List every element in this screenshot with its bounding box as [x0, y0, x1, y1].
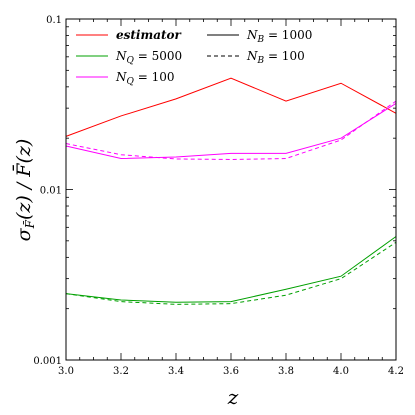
y-axis-label: σF̄(z) / F̄(z) — [12, 139, 37, 242]
legend-item-0: estimator — [76, 28, 183, 42]
legend-label: estimator — [116, 28, 183, 42]
legend-label: NB = 100 — [246, 49, 305, 66]
x-tick-label: 3.2 — [113, 366, 129, 377]
x-tick-label: 4.0 — [333, 366, 349, 377]
legend-label: NB = 1000 — [246, 28, 312, 45]
x-tick-label: 3.6 — [223, 366, 239, 377]
x-tick-label: 4.2 — [388, 366, 404, 377]
plot-lines — [65, 77, 397, 305]
x-tick-label: 3.8 — [278, 366, 294, 377]
legend-item-3: NB = 1000 — [207, 28, 312, 45]
series-line-0 — [65, 77, 397, 137]
svg-text:σF̄(z) / F̄(z): σF̄(z) / F̄(z) — [12, 139, 37, 242]
series-line-2 — [65, 100, 397, 160]
legend-item-4: NB = 100 — [207, 49, 305, 66]
axes: 3.0 3.2 3.4 3.6 3.8 4.0 4.2 0.001 0.01 0.1 — [33, 15, 404, 377]
y-tick-label: 0.001 — [33, 356, 62, 367]
series-line-3 — [65, 236, 397, 303]
y-tick-label: 0.1 — [46, 15, 62, 26]
x-tick-label: 3.0 — [58, 366, 74, 377]
series-line-1 — [65, 102, 397, 160]
x-axis-label: z — [227, 385, 239, 409]
x-tick-label: 3.4 — [168, 366, 184, 377]
y-tick-label: 0.01 — [40, 186, 62, 197]
legend-label: NQ = 100 — [115, 70, 174, 87]
series-line-4 — [65, 241, 397, 305]
legend-item-1: NQ = 5000 — [76, 49, 182, 66]
legend-item-2: NQ = 100 — [76, 70, 174, 87]
legend: estimator NQ = 5000 NQ = 100 NB = 1000 NB = … — [76, 28, 312, 87]
legend-label: NQ = 5000 — [115, 49, 182, 66]
